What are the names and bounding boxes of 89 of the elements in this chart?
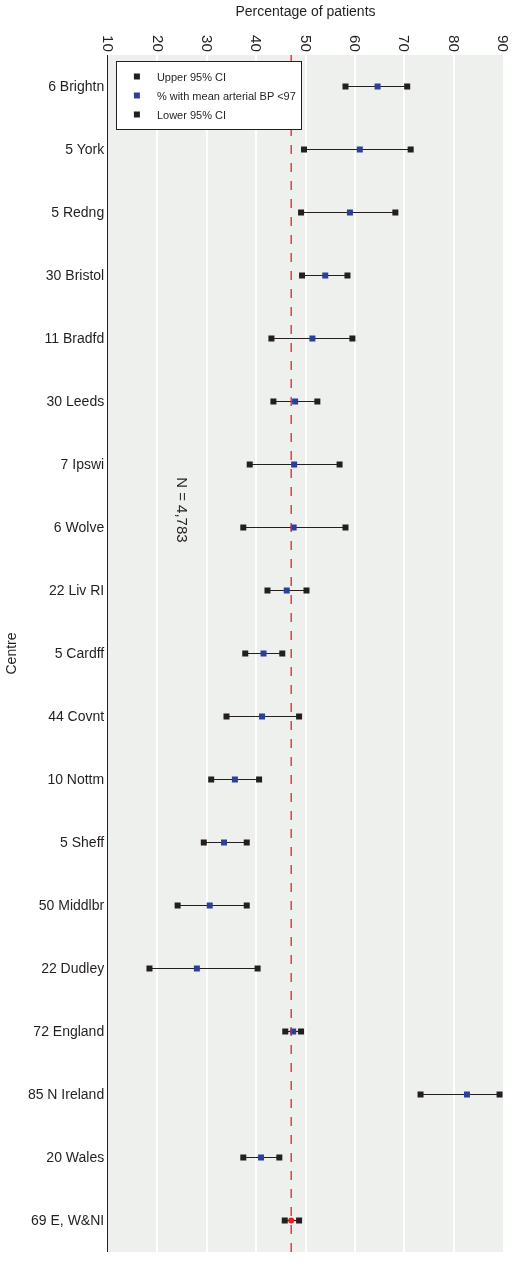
point (314, 398, 321, 405)
point (417, 1091, 424, 1098)
y-tick-label: 30 Leeds (46, 393, 105, 410)
point (221, 839, 228, 846)
y-tick-label: 85 N Ireland (27, 1086, 105, 1103)
y-tick-label: 6 Wolve (53, 519, 105, 536)
point (146, 965, 153, 972)
y-tick-label: 5 Cardff (54, 645, 105, 662)
point (256, 776, 263, 783)
x-tick-label: 90 (495, 35, 513, 52)
point (404, 83, 411, 90)
point (283, 587, 290, 594)
point (193, 965, 200, 972)
point (279, 650, 286, 657)
point (298, 1028, 305, 1035)
x-tick-label: 60 (347, 35, 365, 52)
point (303, 587, 310, 594)
x-tick-label: 20 (149, 35, 167, 52)
legend-label: Upper 95% CI (156, 70, 226, 83)
x-tick-label: 50 (297, 35, 315, 52)
point (223, 713, 230, 720)
point (268, 335, 275, 342)
point (296, 713, 303, 720)
point (496, 1091, 503, 1098)
y-tick-label: 30 Bristol (45, 267, 105, 284)
y-tick-label: 20 Wales (46, 1149, 105, 1166)
point (309, 335, 316, 342)
point (344, 272, 351, 279)
x-tick-label: 40 (248, 35, 266, 52)
point (407, 146, 414, 153)
point (254, 965, 261, 972)
point (291, 461, 298, 468)
point (342, 83, 349, 90)
y-tick-label: 5 Redng (51, 204, 105, 221)
point (299, 272, 306, 279)
point (296, 1217, 303, 1224)
x-tick-label: 70 (396, 35, 414, 52)
x-tick-label: 10 (100, 35, 118, 52)
point (243, 902, 250, 909)
y-tick-label: 72 England (33, 1023, 105, 1040)
point (342, 524, 349, 531)
point (242, 650, 249, 657)
annotation: N = 4,783 (173, 477, 191, 543)
point (243, 839, 250, 846)
point (174, 902, 181, 909)
point (346, 209, 353, 216)
point (349, 335, 356, 342)
y-tick-label: 22 Liv RI (48, 582, 105, 599)
y-tick-label: 5 York (65, 141, 106, 158)
y-tick-label: 10 Nottm (47, 771, 105, 788)
y-tick-label: 5 Sheff (60, 834, 105, 851)
x-tick-label: 30 (198, 35, 216, 52)
point (392, 209, 399, 216)
legend-label: Lower 95% CI (156, 108, 226, 121)
y-tick-label: 6 Brightn (48, 78, 105, 95)
point (259, 713, 266, 720)
y-tick-label: 11 Bradfd (44, 330, 105, 347)
point (260, 650, 267, 657)
point (281, 1217, 288, 1224)
legend-label: % with mean arterial BP <97 (156, 89, 296, 102)
point (240, 524, 247, 531)
point (374, 83, 381, 90)
point (336, 461, 343, 468)
point (240, 1154, 247, 1161)
x-axis-title: Percentage of patients (235, 2, 376, 19)
point (356, 146, 363, 153)
y-tick-label: 7 Ipswi (60, 456, 105, 473)
point (270, 398, 277, 405)
point (206, 902, 213, 909)
point (322, 272, 329, 279)
point (282, 1028, 289, 1035)
y-axis-title: Centre (2, 632, 19, 675)
point (258, 1154, 265, 1161)
y-tick-label: 69 E, W&NI (31, 1212, 105, 1229)
y-tick-label: 50 Middlbr (38, 897, 105, 914)
point (463, 1091, 470, 1098)
point (288, 1217, 295, 1224)
point (246, 461, 253, 468)
x-tick-label: 80 (445, 35, 463, 52)
point (264, 587, 271, 594)
point (298, 209, 305, 216)
point (200, 839, 207, 846)
point (292, 398, 299, 405)
y-tick-label: 44 Covnt (48, 708, 105, 725)
y-tick-label: 22 Dudley (41, 960, 105, 977)
point (208, 776, 215, 783)
point (301, 146, 308, 153)
point (231, 776, 238, 783)
point (276, 1154, 283, 1161)
